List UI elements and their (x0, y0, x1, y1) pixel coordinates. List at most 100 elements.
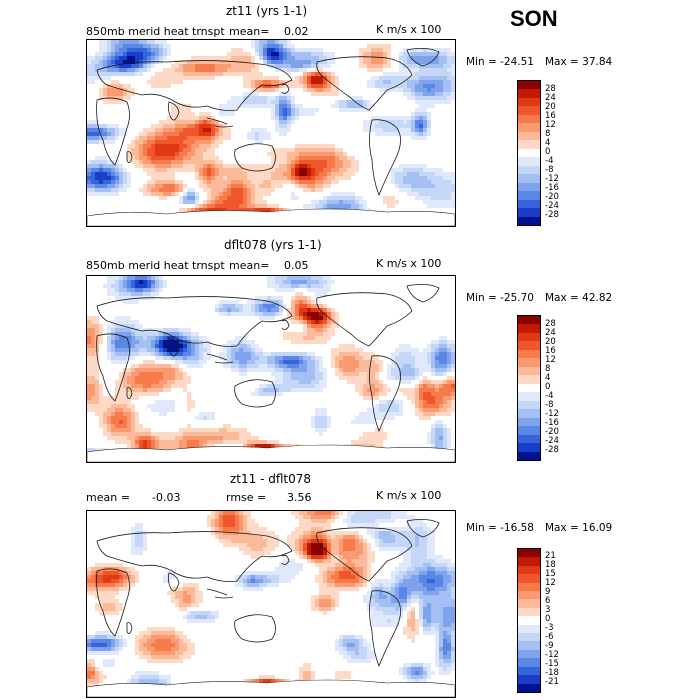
panel1-title: zt11 (yrs 1-1) (226, 4, 308, 18)
colorbar-bin (518, 443, 540, 452)
panel1-tick: 0 (545, 146, 551, 157)
panel3-tick: -12 (545, 649, 559, 660)
panel2-variable-label: 850mb merid heat trnspt (86, 259, 225, 272)
colorbar-bin (518, 97, 540, 107)
panel3-tick: -3 (545, 622, 554, 633)
colorbar-bin (518, 140, 540, 149)
panel3-rmse-value: 3.56 (287, 491, 312, 504)
panel2-max: Max = 42.82 (545, 292, 613, 304)
panel2-tick: -28 (545, 444, 559, 455)
panel1-tick: -12 (545, 173, 559, 184)
panel3-title: zt11 - dflt078 (230, 472, 312, 486)
colorbar-bin (518, 633, 540, 642)
colorbar-bin (518, 324, 540, 333)
colorbar-bin (518, 565, 540, 575)
panel1-tick: 20 (545, 101, 556, 112)
colorbar-bin (518, 417, 540, 427)
colorbar-bin (518, 341, 540, 350)
panel1-tick: -24 (545, 200, 559, 211)
colorbar-bin (518, 174, 540, 183)
panel3-contour-field (87, 511, 455, 697)
panel3-tick: -18 (545, 667, 559, 678)
colorbar-bin (518, 349, 540, 359)
panel2-map (86, 275, 456, 463)
panel2-field (87, 276, 455, 462)
panel3-min: Min = -16.58 (466, 522, 534, 534)
panel2-min: Min = -25.70 (466, 292, 534, 304)
colorbar-bin (518, 383, 540, 393)
panel3-max: Max = 16.09 (545, 522, 613, 534)
panel3-tick: 6 (545, 596, 551, 607)
panel1-colorbar (517, 80, 541, 226)
panel3-tick: 9 (545, 587, 551, 598)
panel2-tick: -4 (545, 390, 554, 401)
colorbar-bin (518, 131, 540, 141)
colorbar-bin (518, 658, 540, 667)
colorbar-bin (518, 675, 540, 684)
panel1-field (87, 40, 455, 226)
colorbar-bin (518, 366, 540, 376)
colorbar-bin (518, 332, 540, 342)
panel1-tick: -16 (545, 182, 559, 193)
colorbar-bin (518, 607, 540, 617)
panel2-tick: 16 (545, 345, 556, 356)
colorbar-bin (518, 89, 540, 98)
colorbar-bin (518, 375, 540, 384)
panel3-mean-value: -0.03 (152, 491, 181, 504)
panel3-colorbar (517, 548, 541, 693)
colorbar-bin (518, 557, 540, 566)
colorbar-bin (518, 123, 540, 132)
panel2-tick: -20 (545, 426, 559, 437)
panel2-tick: 24 (545, 327, 556, 338)
panel2-tick: 0 (545, 381, 551, 392)
colorbar-bin (518, 216, 540, 225)
panel1-map (86, 39, 456, 227)
panel1-tick: 8 (545, 128, 551, 139)
colorbar-bin (518, 591, 540, 600)
colorbar-bin (518, 582, 540, 592)
colorbar-bin (518, 624, 540, 634)
panel3-map (86, 510, 456, 698)
panel1-variable-label: 850mb merid heat trnspt (86, 25, 225, 38)
panel1-tick: -8 (545, 164, 554, 175)
panel3-tick: 12 (545, 578, 556, 589)
colorbar-bin (518, 199, 540, 209)
colorbar-bin (518, 81, 540, 90)
colorbar-bin (518, 574, 540, 583)
panel3-mean-label: mean = (86, 491, 130, 504)
panel1-tick: 4 (545, 137, 551, 148)
colorbar-bin (518, 599, 540, 608)
panel3-tick: 0 (545, 614, 551, 624)
colorbar-bin (518, 666, 540, 676)
colorbar-bin (518, 400, 540, 410)
colorbar-bin (518, 549, 540, 558)
panel2-coastlines (96, 284, 440, 433)
panel3-rmse-label: rmse = (226, 491, 267, 504)
panel2-colorbar (517, 315, 541, 461)
colorbar-bin (518, 191, 540, 200)
season-label: SON (510, 6, 558, 31)
panel1-mean-value: 0.02 (284, 25, 309, 38)
colorbar-bin (518, 616, 540, 625)
panel2-tick: 20 (545, 336, 556, 347)
colorbar-bin (518, 392, 540, 401)
panel3-tick: 21 (545, 551, 556, 562)
panel2-units: K m/s x 100 (376, 257, 442, 270)
panel3-field (87, 511, 455, 697)
panel1-tick: 24 (545, 92, 556, 103)
panel1-contour-field (87, 40, 455, 226)
panel2-tick: 28 (545, 318, 556, 329)
panel1-min: Min = -24.51 (466, 56, 534, 68)
panel3-units: K m/s x 100 (376, 489, 442, 502)
panel1-tick: 28 (545, 83, 556, 94)
panel2-contour-field (87, 276, 455, 462)
panel3-tick: 18 (545, 560, 556, 571)
panel1-mean-label: mean= (229, 25, 270, 38)
panel1-coastlines (96, 48, 440, 197)
panel3-tick: -6 (545, 631, 554, 642)
panel2-mean-label: mean= (229, 259, 270, 272)
panel2-tick: -8 (545, 399, 554, 410)
colorbar-bin (518, 165, 540, 175)
panel2-mean-value: 0.05 (284, 259, 309, 272)
panel2-tick: -16 (545, 417, 559, 428)
